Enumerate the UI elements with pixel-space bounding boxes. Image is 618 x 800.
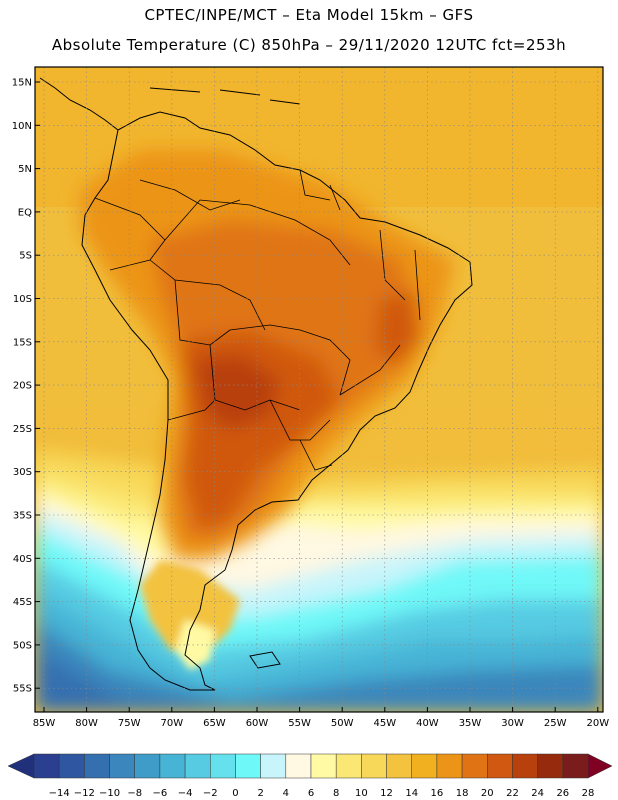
colorbar-label: −4 bbox=[178, 788, 193, 799]
colorbar-label: 6 bbox=[308, 788, 314, 799]
colorbar-swatch bbox=[134, 753, 161, 779]
lon-tick-label: 45W bbox=[373, 718, 396, 729]
south-america-outline bbox=[81, 111, 473, 691]
longitude-labels: 85W 80W 75W 70W 65W 60W 55W 50W 45W 40W 35W 30W 25W 2… bbox=[33, 707, 609, 729]
lon-tick-label: 30W bbox=[501, 718, 524, 729]
title-line-1: CPTEC/INPE/MCT – Eta Model 15km – GFS bbox=[144, 6, 474, 24]
colorbar-label: 0 bbox=[232, 788, 238, 799]
country-borders bbox=[94, 169, 421, 471]
colorbar-swatch bbox=[562, 753, 589, 779]
lat-tick-label: 15N bbox=[12, 78, 32, 89]
colorbar-swatch bbox=[84, 753, 110, 779]
colorbar-under-arrow bbox=[7, 753, 35, 779]
colorbar-label: 12 bbox=[380, 788, 393, 799]
colorbar-label: −2 bbox=[203, 788, 218, 799]
lon-tick-label: 20W bbox=[586, 718, 609, 729]
colorbar-swatch bbox=[184, 753, 211, 779]
lon-tick-label: 50W bbox=[331, 718, 354, 729]
colorbar-swatch bbox=[537, 753, 564, 779]
lon-tick-label: 35W bbox=[459, 718, 482, 729]
colorbar-swatch bbox=[461, 753, 488, 779]
lat-tick-label: 50S bbox=[13, 640, 32, 651]
colorbar-label: −10 bbox=[99, 788, 120, 799]
lon-tick-label: 55W bbox=[288, 718, 311, 729]
lat-tick-label: 55S bbox=[13, 684, 32, 695]
coastlines bbox=[39, 77, 473, 691]
lat-tick-label: 5S bbox=[19, 251, 32, 262]
lat-tick-label: EQ bbox=[18, 207, 32, 218]
lon-tick-label: 80W bbox=[75, 718, 98, 729]
lon-tick-label: 85W bbox=[33, 718, 56, 729]
lon-tick-label: 40W bbox=[416, 718, 439, 729]
falkland-islands bbox=[249, 651, 281, 669]
colorbar-label: 10 bbox=[355, 788, 368, 799]
lat-tick-label: 10S bbox=[13, 294, 32, 305]
colorbar-label: 28 bbox=[582, 788, 595, 799]
colorbar-label: 26 bbox=[556, 788, 569, 799]
lat-tick-label: 5N bbox=[18, 164, 32, 175]
colorbar-label: −6 bbox=[153, 788, 168, 799]
colorbar-label: −8 bbox=[127, 788, 142, 799]
lat-tick-label: 45S bbox=[13, 597, 32, 608]
lat-tick-label: 35S bbox=[13, 511, 32, 522]
lat-tick-label: 25S bbox=[13, 424, 32, 435]
lat-tick-label: 40S bbox=[13, 554, 32, 565]
colorbar-swatch bbox=[411, 753, 438, 779]
colorbar-label: 24 bbox=[531, 788, 544, 799]
lat-tick-label: 10N bbox=[12, 121, 32, 132]
colorbar-swatch bbox=[436, 753, 463, 779]
temperature-field bbox=[35, 67, 603, 712]
colorbar-swatch bbox=[512, 753, 538, 779]
lat-tick-label: 15S bbox=[13, 337, 32, 348]
colorbar-label: 22 bbox=[506, 788, 519, 799]
colorbar-swatch bbox=[361, 753, 387, 779]
colorbar-label: 8 bbox=[333, 788, 339, 799]
colorbar-label: 20 bbox=[481, 788, 494, 799]
graticule bbox=[35, 67, 603, 712]
latitude-labels: 15N 10N 5N EQ 5S 10S 15S 20S 25S 30S 35S 40S 45S 50S 5… bbox=[12, 78, 40, 695]
map-frame bbox=[34, 66, 604, 713]
colorbar-label: 18 bbox=[456, 788, 469, 799]
colorbar-swatch bbox=[285, 753, 312, 779]
colorbar-swatch bbox=[210, 753, 236, 779]
caribbean-islands bbox=[149, 87, 301, 105]
title-line-2: Absolute Temperature (C) 850hPa – 29/11/… bbox=[51, 36, 567, 54]
colorbar-swatch bbox=[260, 753, 287, 779]
colorbar-label: 14 bbox=[405, 788, 418, 799]
colorbar-label: 2 bbox=[257, 788, 263, 799]
colorbar-label: 16 bbox=[431, 788, 444, 799]
colorbar-swatch bbox=[335, 753, 362, 779]
colorbar-swatch bbox=[159, 753, 186, 779]
colorbar-swatch bbox=[235, 753, 261, 779]
colorbar-label: −14 bbox=[49, 788, 70, 799]
colorbar-swatch bbox=[310, 753, 337, 779]
colorbar: −14 −12 −10 −8 −6 −4 −2 0 2 4 6 8 10 12 14 16 18 20 22 24 26… bbox=[7, 753, 613, 799]
lon-tick-label: 75W bbox=[118, 718, 141, 729]
colorbar-swatch bbox=[58, 753, 85, 779]
lat-tick-label: 30S bbox=[13, 467, 32, 478]
colorbar-label: −12 bbox=[74, 788, 95, 799]
colorbar-label: 4 bbox=[283, 788, 289, 799]
colorbar-swatch bbox=[33, 753, 60, 779]
lon-tick-label: 60W bbox=[246, 718, 269, 729]
lon-tick-label: 25W bbox=[544, 718, 567, 729]
colorbar-swatch bbox=[109, 753, 135, 779]
lat-tick-label: 20S bbox=[13, 381, 32, 392]
lon-tick-label: 65W bbox=[203, 718, 226, 729]
colorbar-swatch bbox=[487, 753, 513, 779]
lon-tick-label: 70W bbox=[160, 718, 183, 729]
central-america-outline bbox=[39, 77, 119, 131]
colorbar-over-arrow bbox=[587, 753, 613, 779]
colorbar-swatch bbox=[386, 753, 412, 779]
